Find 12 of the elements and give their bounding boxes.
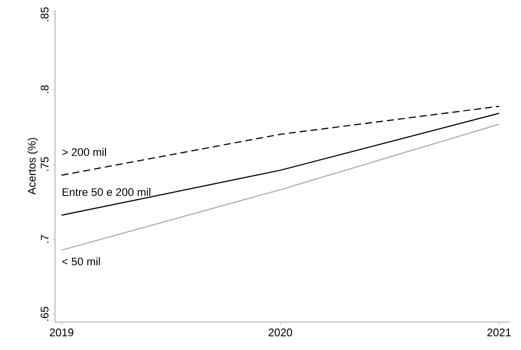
series-label: > 200 mil (62, 148, 106, 156)
y-tick-label: .75 (40, 157, 48, 171)
x-tick-label: 2020 (268, 328, 292, 336)
y-tick-label: .7 (40, 235, 48, 243)
y-tick-label: .85 (40, 7, 48, 22)
x-tick-label: 2021 (487, 328, 511, 336)
y-axis-title: Acertos (%) (28, 138, 38, 195)
y-tick-label: .8 (40, 85, 48, 93)
x-tick-label: 2019 (50, 328, 74, 336)
y-tick-label: .65 (40, 306, 48, 321)
series-label: Entre 50 e 200 mil (62, 188, 150, 196)
series-label: < 50 mil (62, 257, 100, 266)
